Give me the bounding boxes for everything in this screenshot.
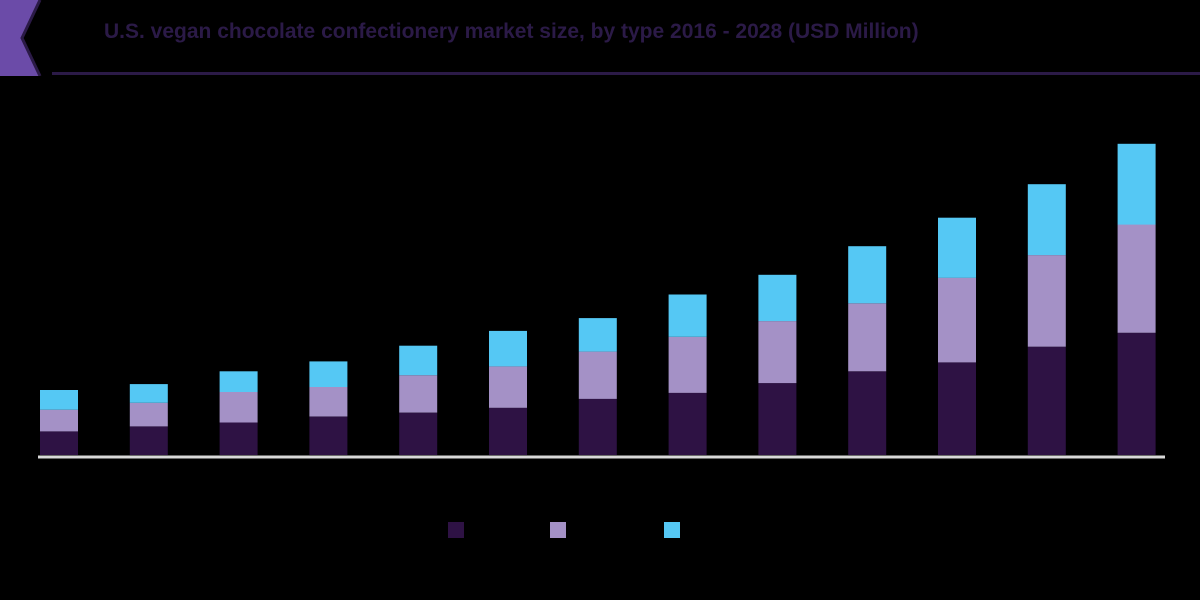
bar-segment-s3-10 xyxy=(848,246,887,304)
bar-segment-s2-1 xyxy=(40,409,78,432)
legend-swatch-2 xyxy=(550,522,566,538)
legend-item-1 xyxy=(448,520,472,540)
bar-segment-s2-11 xyxy=(938,277,976,363)
chart-title: U.S. vegan chocolate confectionery marke… xyxy=(104,20,919,43)
bar-segment-s1-7 xyxy=(578,398,617,455)
legend-item-2 xyxy=(550,520,574,540)
bar-segment-s2-9 xyxy=(758,321,797,384)
header-accent-shape xyxy=(0,0,42,76)
bar-segment-s1-10 xyxy=(848,371,887,455)
chart-header: U.S. vegan chocolate confectionery marke… xyxy=(0,0,1200,80)
bar-segment-s2-3 xyxy=(219,392,258,423)
bar-segment-s1-5 xyxy=(399,412,438,455)
bar-segment-s1-6 xyxy=(489,407,527,455)
bar-segment-s3-7 xyxy=(578,318,617,352)
bar-segment-s1-4 xyxy=(309,416,348,455)
legend-item-3 xyxy=(664,520,688,540)
bar-segment-s2-5 xyxy=(399,375,438,413)
bar-segment-s2-4 xyxy=(309,387,348,417)
bar-segment-s1-9 xyxy=(758,383,797,455)
bar-segment-s2-6 xyxy=(489,366,527,408)
bar-segment-s2-13 xyxy=(1117,224,1156,333)
bar-segment-s3-9 xyxy=(758,274,797,322)
bar-segment-s1-12 xyxy=(1027,346,1066,455)
bar-segment-s3-1 xyxy=(40,390,78,410)
bar-segment-s2-2 xyxy=(129,402,168,427)
bar-segment-s3-4 xyxy=(309,361,348,387)
header-divider xyxy=(52,72,1200,75)
bar-group xyxy=(40,143,1156,455)
bar-segment-s1-1 xyxy=(40,431,78,455)
bar-segment-s1-2 xyxy=(129,426,168,455)
bar-segment-s1-11 xyxy=(938,362,976,455)
chart-legend xyxy=(0,520,1200,544)
bar-segment-s3-11 xyxy=(938,217,976,278)
bar-segment-s3-12 xyxy=(1027,184,1066,256)
bar-segment-s2-7 xyxy=(578,351,617,399)
bar-segment-s3-5 xyxy=(399,345,438,376)
bar-segment-s1-13 xyxy=(1117,332,1156,455)
bar-segment-s3-2 xyxy=(129,384,168,403)
header-accent-chevron xyxy=(20,0,42,76)
bar-segment-s3-6 xyxy=(489,330,527,367)
legend-swatch-3 xyxy=(664,522,680,538)
bar-segment-s2-8 xyxy=(668,336,707,393)
bar-segment-s1-8 xyxy=(668,393,707,455)
bar-segment-s1-3 xyxy=(219,422,258,455)
bar-segment-s2-10 xyxy=(848,303,887,372)
bar-segment-s3-13 xyxy=(1117,143,1156,225)
bar-segment-s3-8 xyxy=(668,294,707,337)
bar-segment-s3-3 xyxy=(219,371,258,392)
bar-segment-s2-12 xyxy=(1027,255,1066,347)
legend-swatch-1 xyxy=(448,522,464,538)
